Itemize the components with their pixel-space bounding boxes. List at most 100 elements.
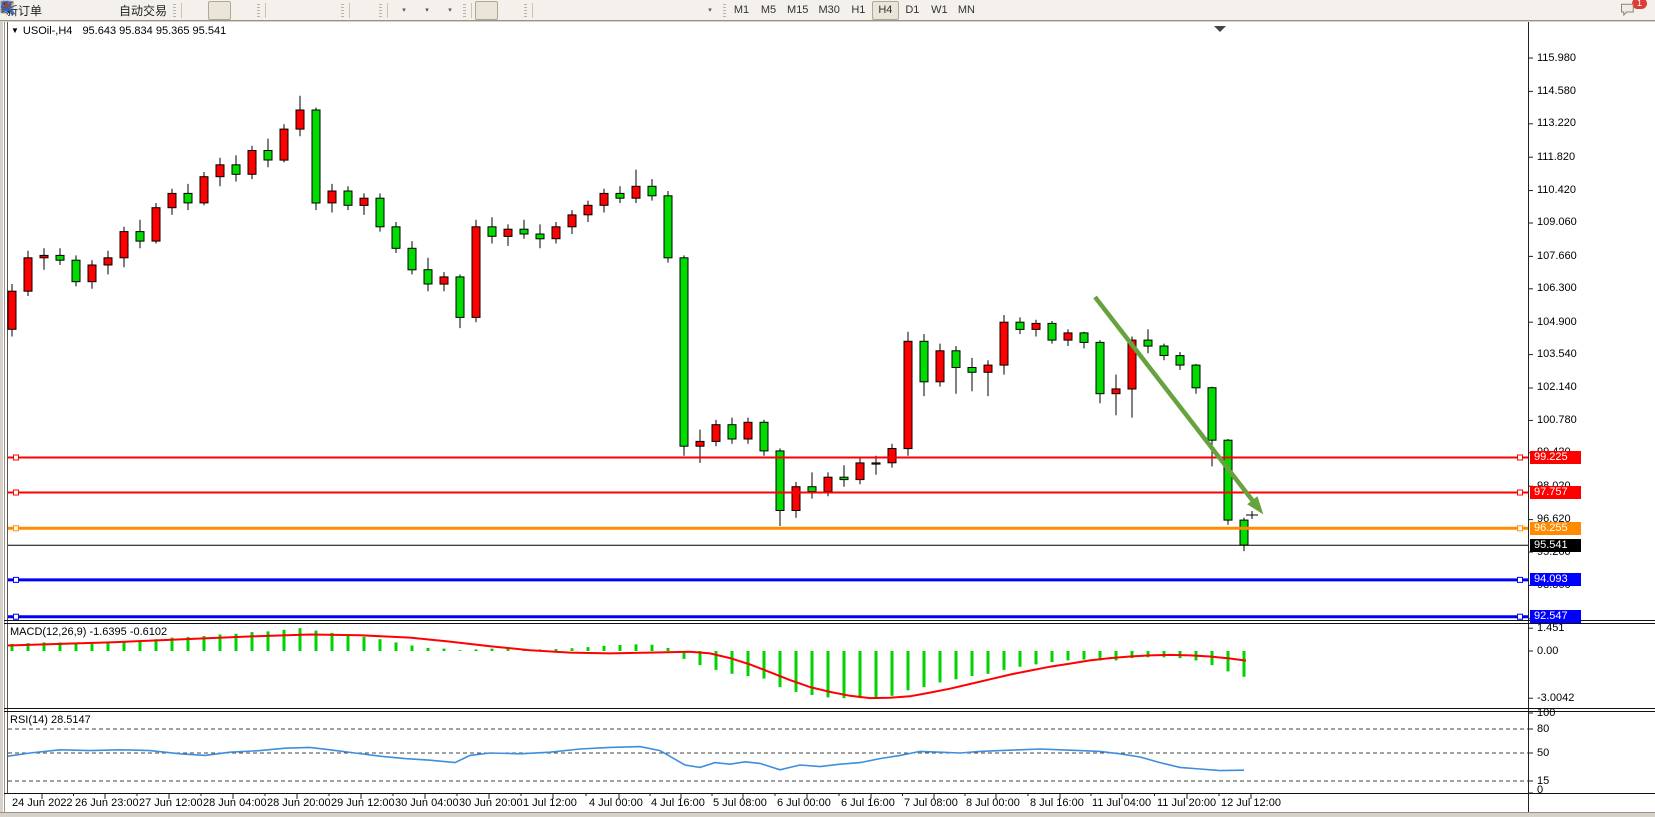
timeframe-h1-button[interactable]: H1 [851,4,866,16]
svg-text:T: T [4,3,10,13]
candle [1127,339,1137,390]
timeframe-m30-button[interactable]: M30 [818,4,840,16]
candle [1175,355,1185,366]
templates-button[interactable]: ▾ [0,1,460,20]
timeframe-m15-button[interactable]: M15 [787,4,809,16]
candle [23,257,33,292]
candle [759,421,769,452]
rsi-scale-label: 80 [1537,722,1550,735]
bar-chart-button[interactable] [1,1,208,20]
chat-button[interactable]: 1 [1619,0,1647,20]
autotrading-button[interactable]: 自动交易 [0,1,170,20]
chart-shift-marker[interactable] [1214,26,1226,32]
text-label-button[interactable]: T [0,0,697,20]
price-line-badge: 94.093 [1530,573,1581,587]
chevron-down-icon[interactable]: ▾ [708,7,712,14]
crosshair-button[interactable] [0,0,521,20]
account-icon[interactable] [1,1,91,20]
candle [919,340,929,383]
price-tick-label: 111.820 [1537,150,1576,163]
timeframe-w1-button[interactable]: W1 [931,4,948,16]
line-handle[interactable] [1517,613,1523,620]
candle [1191,364,1201,389]
candle [167,192,177,209]
deposit-icon[interactable] [0,1,68,20]
time-axis-label: 11 Jul 04:00 [1092,797,1152,809]
zoom-in-button[interactable] [1,1,292,20]
candlestick-button[interactable] [1,0,232,20]
zoom-out-button[interactable] [1,1,315,20]
text-button[interactable]: A [3,0,674,20]
time-axis-label: 12 Jul 12:00 [1221,797,1281,809]
candle [935,350,945,383]
toolbar-separator [463,3,467,17]
line-chart-button[interactable] [0,1,254,20]
time-axis-label: 8 Jul 16:00 [1030,797,1084,809]
time-axis-label: 30 Jun 04:00 [395,797,459,809]
chevron-down-icon[interactable]: ▼ [11,26,19,35]
macd-scale-label: 0.00 [1537,644,1559,657]
vertical-line-button[interactable] [6,1,559,20]
candle [631,185,641,199]
chart-shift-button[interactable] [1,1,376,20]
trend-arrow-head[interactable] [1247,496,1264,515]
chevron-down-icon[interactable]: ▾ [425,7,429,14]
candle [407,247,417,271]
indicators-button[interactable]: f▾ [0,0,414,20]
line-handle[interactable] [1517,489,1523,496]
line-handle[interactable] [13,613,19,620]
search-button[interactable] [1,1,1613,20]
toolbar-separator [379,3,383,17]
candle [951,350,961,368]
time-axis-label: 29 Jun 12:00 [331,797,395,809]
chevron-down-icon[interactable]: ▾ [448,7,452,14]
macd-histogram [10,628,1246,699]
line-handle[interactable] [1517,525,1523,532]
trend-arrow[interactable] [1093,295,1258,507]
line-handle[interactable] [13,489,19,496]
candle [1223,439,1233,521]
chevron-down-icon[interactable]: ▾ [402,7,406,14]
time-axis-label: 26 Jun 23:00 [75,797,139,809]
candle [791,486,801,512]
timeframe-d1-button[interactable]: D1 [905,4,920,16]
tile-windows-button[interactable] [1,1,338,20]
price-tick-label: 109.060 [1537,216,1577,229]
fibonacci-button[interactable]: F [1,1,651,20]
candle [1239,519,1249,546]
line-handle[interactable] [13,525,19,532]
line-handle[interactable] [13,454,19,461]
toolbar-separator [257,3,261,17]
candle [311,109,321,204]
candle [343,190,353,206]
candle [1063,332,1073,341]
timeframe-m1-button[interactable]: M1 [733,4,750,16]
timeframe-mn-button[interactable]: MN [957,4,975,16]
price-tick-label: 102.140 [1537,381,1577,394]
line-handle[interactable] [1517,576,1523,583]
price-tick-label: 110.420 [1537,184,1576,197]
new-order-button[interactable]: 新订单 [3,1,45,20]
candle [487,226,497,237]
time-axis-label: 27 Jun 12:00 [139,797,203,809]
macd-signal-line [7,633,1247,700]
toolbar-separator [471,2,473,18]
timeframe-h4-button[interactable]: H4 [871,0,899,20]
candle [1111,388,1121,395]
arrows-button[interactable]: ▾ [2,1,720,20]
trendline-button[interactable] [1,1,605,20]
notification-badge: 1 [1632,0,1647,9]
line-handle[interactable] [1517,454,1523,461]
autotrading-button-label: 自动交易 [119,3,168,18]
time-axis-label: 24 Jun 2022 [12,797,73,809]
equidistant-channel-button[interactable]: E [0,1,628,20]
line-handle[interactable] [13,576,19,583]
signals-icon[interactable] [1,1,114,20]
price-tick-label: 113.220 [1537,117,1576,130]
candle [999,321,1009,366]
horizontal-line-button[interactable] [1,1,582,20]
timeframe-m5-button[interactable]: M5 [760,4,777,16]
periods-button[interactable]: ▾ [0,0,437,20]
cursor-button[interactable] [3,0,499,20]
